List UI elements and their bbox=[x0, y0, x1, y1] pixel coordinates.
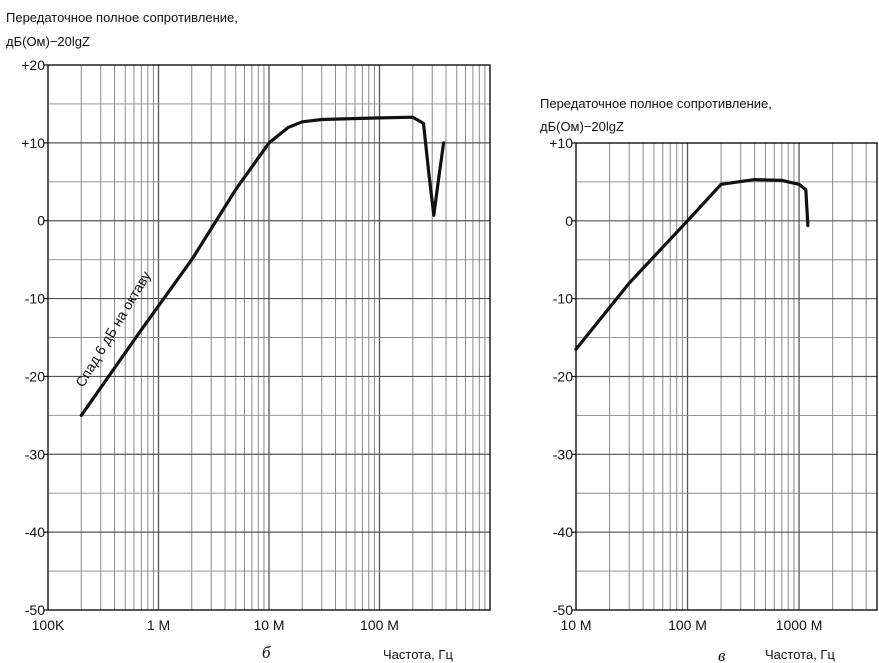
c-y-tick-label: -20 bbox=[553, 369, 573, 385]
b-x-tick-label: 1 M bbox=[147, 617, 170, 633]
panel-b-ylabel-line2: дБ(Ом)−20lgZ bbox=[6, 34, 90, 49]
c-x-tick-label: 100 M bbox=[668, 617, 707, 633]
panel-c-grid bbox=[576, 143, 877, 610]
b-x-tick-label: 100K bbox=[32, 617, 65, 633]
panel-b-series-line bbox=[79, 115, 446, 417]
c-x-tick-label: 1000 M bbox=[776, 617, 823, 633]
b-y-tick-label: +10 bbox=[21, 135, 45, 151]
b-y-tick-label: -40 bbox=[25, 524, 45, 540]
panel-c-x-ticks: 10 M 100 M 1000 M bbox=[560, 617, 822, 633]
panel-b-ylabel-line1: Передаточное полное сопротивление, bbox=[6, 10, 238, 25]
b-y-tick-label: 0 bbox=[37, 213, 45, 229]
panel-b-letter: б bbox=[262, 643, 271, 662]
panel-b-grid bbox=[48, 65, 490, 610]
b-y-tick-label: +20 bbox=[21, 57, 45, 73]
panel-b-plot-frame bbox=[47, 64, 491, 611]
b-y-tick-label: -50 bbox=[25, 602, 45, 618]
b-y-tick-label: -10 bbox=[25, 291, 45, 307]
c-y-tick-label: +10 bbox=[549, 135, 573, 151]
b-x-tick-label: 100 M bbox=[360, 617, 399, 633]
c-x-tick-label: 10 M bbox=[560, 617, 591, 633]
panel-c-series-line bbox=[574, 178, 810, 351]
panel-b: Передаточное полное сопротивление, дБ(Ом… bbox=[6, 10, 491, 662]
panel-b-xlabel: Частота, Гц bbox=[383, 647, 453, 662]
c-y-tick-label: 0 bbox=[565, 213, 573, 229]
panel-c-ylabel-line2: дБ(Ом)−20lgZ bbox=[540, 119, 624, 134]
c-y-tick-label: -30 bbox=[553, 446, 573, 462]
panel-c-ylabel-line1: Передаточное полное сопротивление, bbox=[540, 96, 772, 111]
panel-b-x-ticks: 100K 1 M 10 M 100 M bbox=[32, 617, 399, 633]
panel-c-letter: в bbox=[718, 646, 726, 663]
panel-c: Передаточное полное сопротивление, дБ(Ом… bbox=[540, 96, 878, 663]
panel-b-y-ticks: +20 +10 0 -10 -20 -30 -40 -50 bbox=[21, 57, 48, 618]
c-y-tick-label: -10 bbox=[553, 291, 573, 307]
c-y-tick-label: -50 bbox=[553, 602, 573, 618]
c-y-tick-label: -40 bbox=[553, 524, 573, 540]
b-y-tick-label: -30 bbox=[25, 446, 45, 462]
b-x-tick-label: 10 M bbox=[253, 617, 284, 633]
b-y-tick-label: -20 bbox=[25, 368, 45, 384]
panel-c-y-ticks: +10 0 -10 -20 -30 -40 -50 bbox=[549, 135, 576, 618]
panel-c-xlabel: Частота, Гц bbox=[765, 647, 835, 662]
